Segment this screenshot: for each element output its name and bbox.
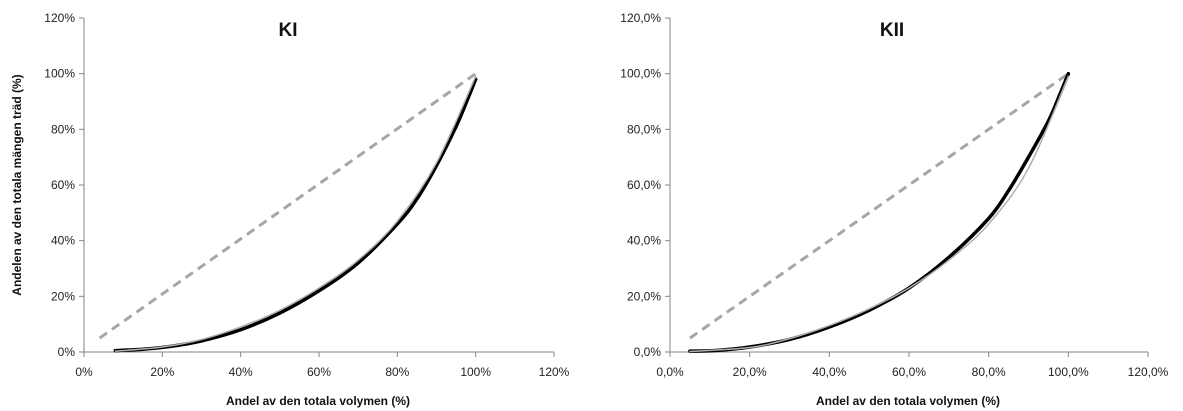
chart-ki-y-tick-label: 20% bbox=[51, 289, 75, 303]
chart-ki-y-tick-label: 0% bbox=[58, 345, 76, 359]
chart-ki-x-label: Andel av den totala volymen (%) bbox=[226, 394, 410, 408]
chart-ki-y-tick-label: 80% bbox=[51, 122, 75, 136]
chart-ki: KI 0% 20% 40% 60% 80% 100% 120% 0% 20% 40% 60% 80% 1… bbox=[10, 11, 570, 408]
chart-kii-y-tick-label: 40,0% bbox=[627, 234, 661, 248]
chart-kii: KII 0,0% 20,0% 40,0% 60,0% 80,0% 100,0% 120,0%… bbox=[620, 11, 1168, 408]
chart-kii-x-tick-label: 60,0% bbox=[892, 365, 926, 379]
chart-kii-x-tick-label: 40,0% bbox=[812, 365, 846, 379]
chart-ki-y-tick-label: 40% bbox=[51, 234, 75, 248]
chart-kii-x-tick-label: 20,0% bbox=[733, 365, 767, 379]
chart-kii-series-observed-curve bbox=[688, 71, 1071, 353]
chart-ki-title: KI bbox=[279, 20, 298, 41]
chart-kii-y-tick-label: 20,0% bbox=[627, 289, 661, 303]
chart-ki-y-tick-label: 60% bbox=[51, 178, 75, 192]
chart-ki-x-tick-label: 120% bbox=[539, 365, 570, 379]
chart-kii-y-tick-label: 60,0% bbox=[627, 178, 661, 192]
chart-kii-y-tick-label: 100,0% bbox=[620, 67, 661, 81]
chart-kii-series-reference-line bbox=[689, 72, 1070, 340]
chart-ki-y-tick-label: 120% bbox=[44, 11, 75, 25]
chart-ki-x-tick-label: 40% bbox=[229, 365, 253, 379]
chart-ki-ticks: 0% 20% 40% 60% 80% 100% 120% 0% 20% 40% 60% 80% 100%… bbox=[44, 11, 569, 379]
chart-ki-y-tick-label: 100% bbox=[44, 67, 75, 81]
chart-kii-y-tick-label: 80,0% bbox=[627, 122, 661, 136]
chart-kii-y-tick-label: 120,0% bbox=[620, 11, 661, 25]
chart-kii-title: KII bbox=[880, 20, 904, 41]
chart-kii-y-tick-label: 0,0% bbox=[634, 345, 662, 359]
chart-kii-x-tick-label: 100,0% bbox=[1048, 365, 1089, 379]
chart-kii-x-tick-label: 0,0% bbox=[656, 365, 684, 379]
chart-ki-x-tick-label: 80% bbox=[385, 365, 409, 379]
chart-kii-x-tick-label: 80,0% bbox=[972, 365, 1006, 379]
chart-ki-series-reference-line bbox=[98, 72, 477, 340]
chart-ki-series bbox=[98, 72, 478, 353]
chart-ki-y-label: Andelen av den totala mängen träd (%) bbox=[10, 74, 24, 295]
chart-kii-x-tick-label: 120,0% bbox=[1128, 365, 1169, 379]
chart-ki-x-tick-label: 20% bbox=[150, 365, 174, 379]
chart-kii-x-label: Andel av den totala volymen (%) bbox=[816, 394, 1000, 408]
chart-kii-series-fitted-curve bbox=[689, 75, 1070, 353]
chart-ki-x-tick-label: 0% bbox=[75, 365, 93, 379]
chart-ki-x-tick-label: 60% bbox=[307, 365, 331, 379]
chart-kii-series bbox=[688, 71, 1071, 353]
chart-ki-series-observed-curve bbox=[113, 77, 478, 353]
chart-kii-ticks: 0,0% 20,0% 40,0% 60,0% 80,0% 100,0% 120,0% 0,0%… bbox=[620, 11, 1168, 379]
chart-ki-x-tick-label: 100% bbox=[460, 365, 491, 379]
chart-ki-series-fitted-curve bbox=[114, 75, 477, 352]
